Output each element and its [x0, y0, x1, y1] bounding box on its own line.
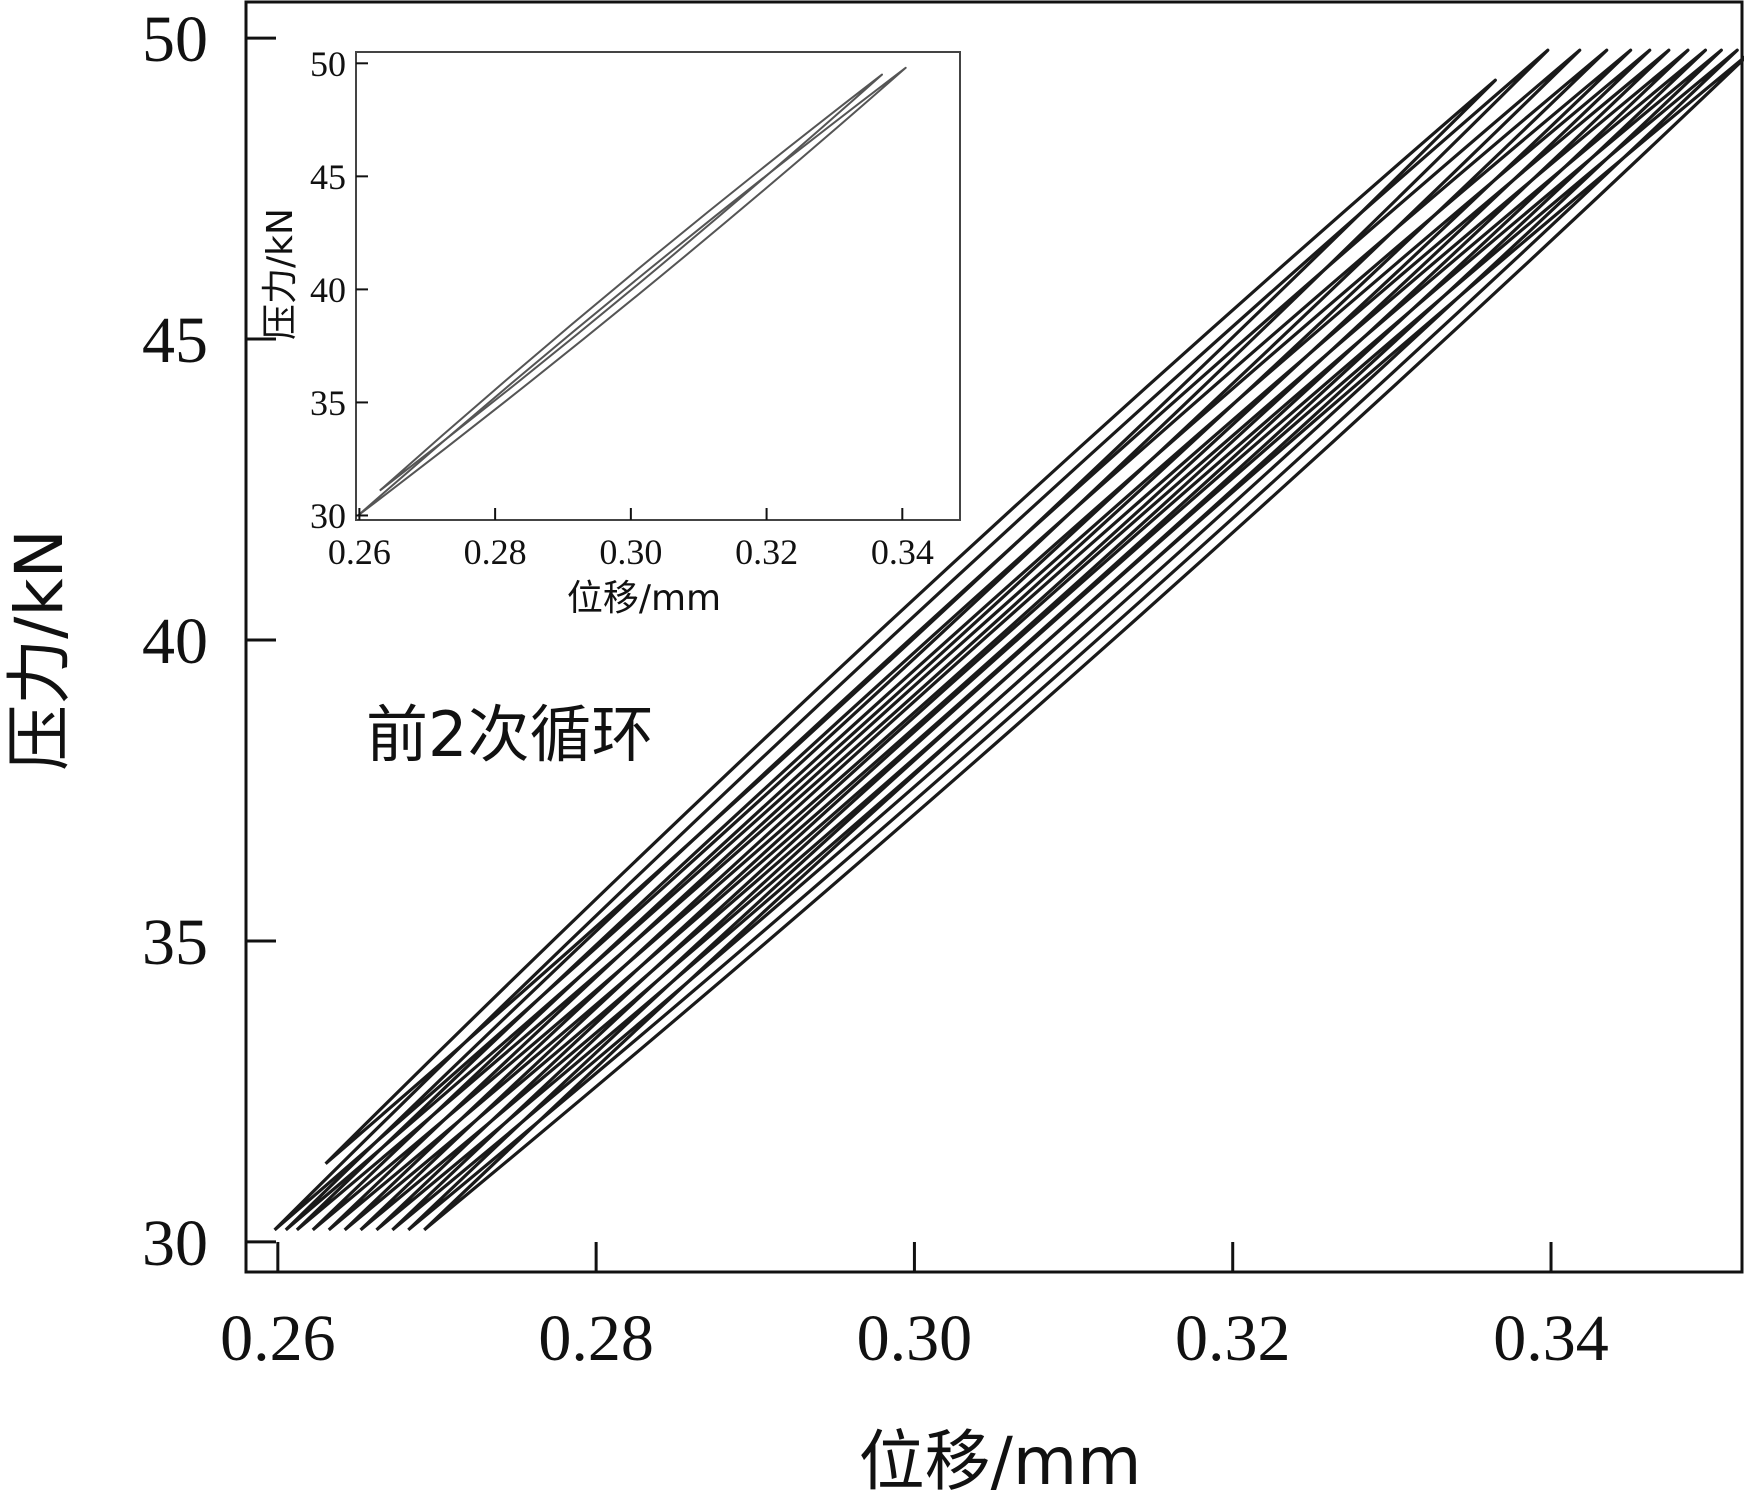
x-tick-label: 0.28: [464, 532, 527, 572]
inset-y-axis-title: 压力/kN: [260, 208, 301, 340]
hysteresis-loop-7: [343, 48, 1671, 1232]
hysteresis-loop-5: [311, 48, 1633, 1232]
inset-x-axis-title: 位移/mm: [567, 578, 721, 619]
y-tick-label: 35: [310, 383, 346, 423]
main-ticks: [246, 36, 1553, 1272]
x-tick-label: 0.32: [1175, 1302, 1291, 1375]
y-tick-label: 40: [310, 270, 346, 310]
main-plot-frame: [244, 0, 1744, 1274]
y-tick-label: 40: [142, 605, 208, 678]
x-tick-label: 0.28: [538, 1302, 654, 1375]
main-x-axis-title: 位移/mm: [859, 1423, 1142, 1492]
hysteresis-loop-6: [327, 48, 1652, 1232]
hysteresis-loop-8: [359, 48, 1690, 1232]
main-curves: [273, 48, 1744, 1232]
hysteresis-loop-12: [423, 55, 1744, 1232]
y-tick-label: 50: [142, 3, 208, 76]
y-tick-label: 30: [142, 1207, 208, 1280]
main-ytick-labels: 30 35 40 45 50: [142, 3, 208, 1280]
y-tick-label: 35: [142, 906, 208, 979]
y-tick-label: 30: [310, 496, 346, 536]
x-tick-label: 0.26: [328, 532, 391, 572]
hysteresis-loop-9: [375, 48, 1707, 1232]
cycle-annotation: 前2次循环: [366, 698, 653, 771]
inset-plot-frame: [355, 51, 961, 521]
hysteresis-loop-3: [284, 48, 1582, 1232]
x-tick-label: 0.32: [735, 532, 798, 572]
hysteresis-loop-4: [295, 48, 1609, 1232]
x-tick-label: 0.30: [857, 1302, 973, 1375]
x-tick-label: 0.34: [1493, 1302, 1609, 1375]
x-tick-label: 0.30: [599, 532, 662, 572]
y-tick-label: 50: [310, 44, 346, 84]
hysteresis-loop-10: [391, 48, 1723, 1232]
x-tick-label: 0.26: [220, 1302, 336, 1375]
hysteresis-loop-2: [357, 66, 907, 517]
hysteresis-loop-1: [379, 73, 883, 492]
y-tick-label: 45: [310, 157, 346, 197]
main-y-axis-title: 压力/kN: [1, 529, 78, 771]
inset-ticks: [356, 62, 904, 520]
hysteresis-loop-2: [273, 48, 1550, 1232]
inset-plot: 0.26 0.28 0.30 0.32 0.34 30 35 40 45 50 位移/mm 压力…: [260, 44, 961, 619]
hysteresis-loop-11: [407, 48, 1739, 1232]
inset-xtick-labels: 0.26 0.28 0.30 0.32 0.34: [328, 532, 934, 572]
y-tick-label: 45: [142, 304, 208, 377]
x-tick-label: 0.34: [871, 532, 934, 572]
inset-curves: [357, 66, 907, 517]
inset-ytick-labels: 30 35 40 45 50: [310, 44, 346, 536]
main-xtick-labels: 0.26 0.28 0.30 0.32 0.34: [220, 1302, 1609, 1375]
